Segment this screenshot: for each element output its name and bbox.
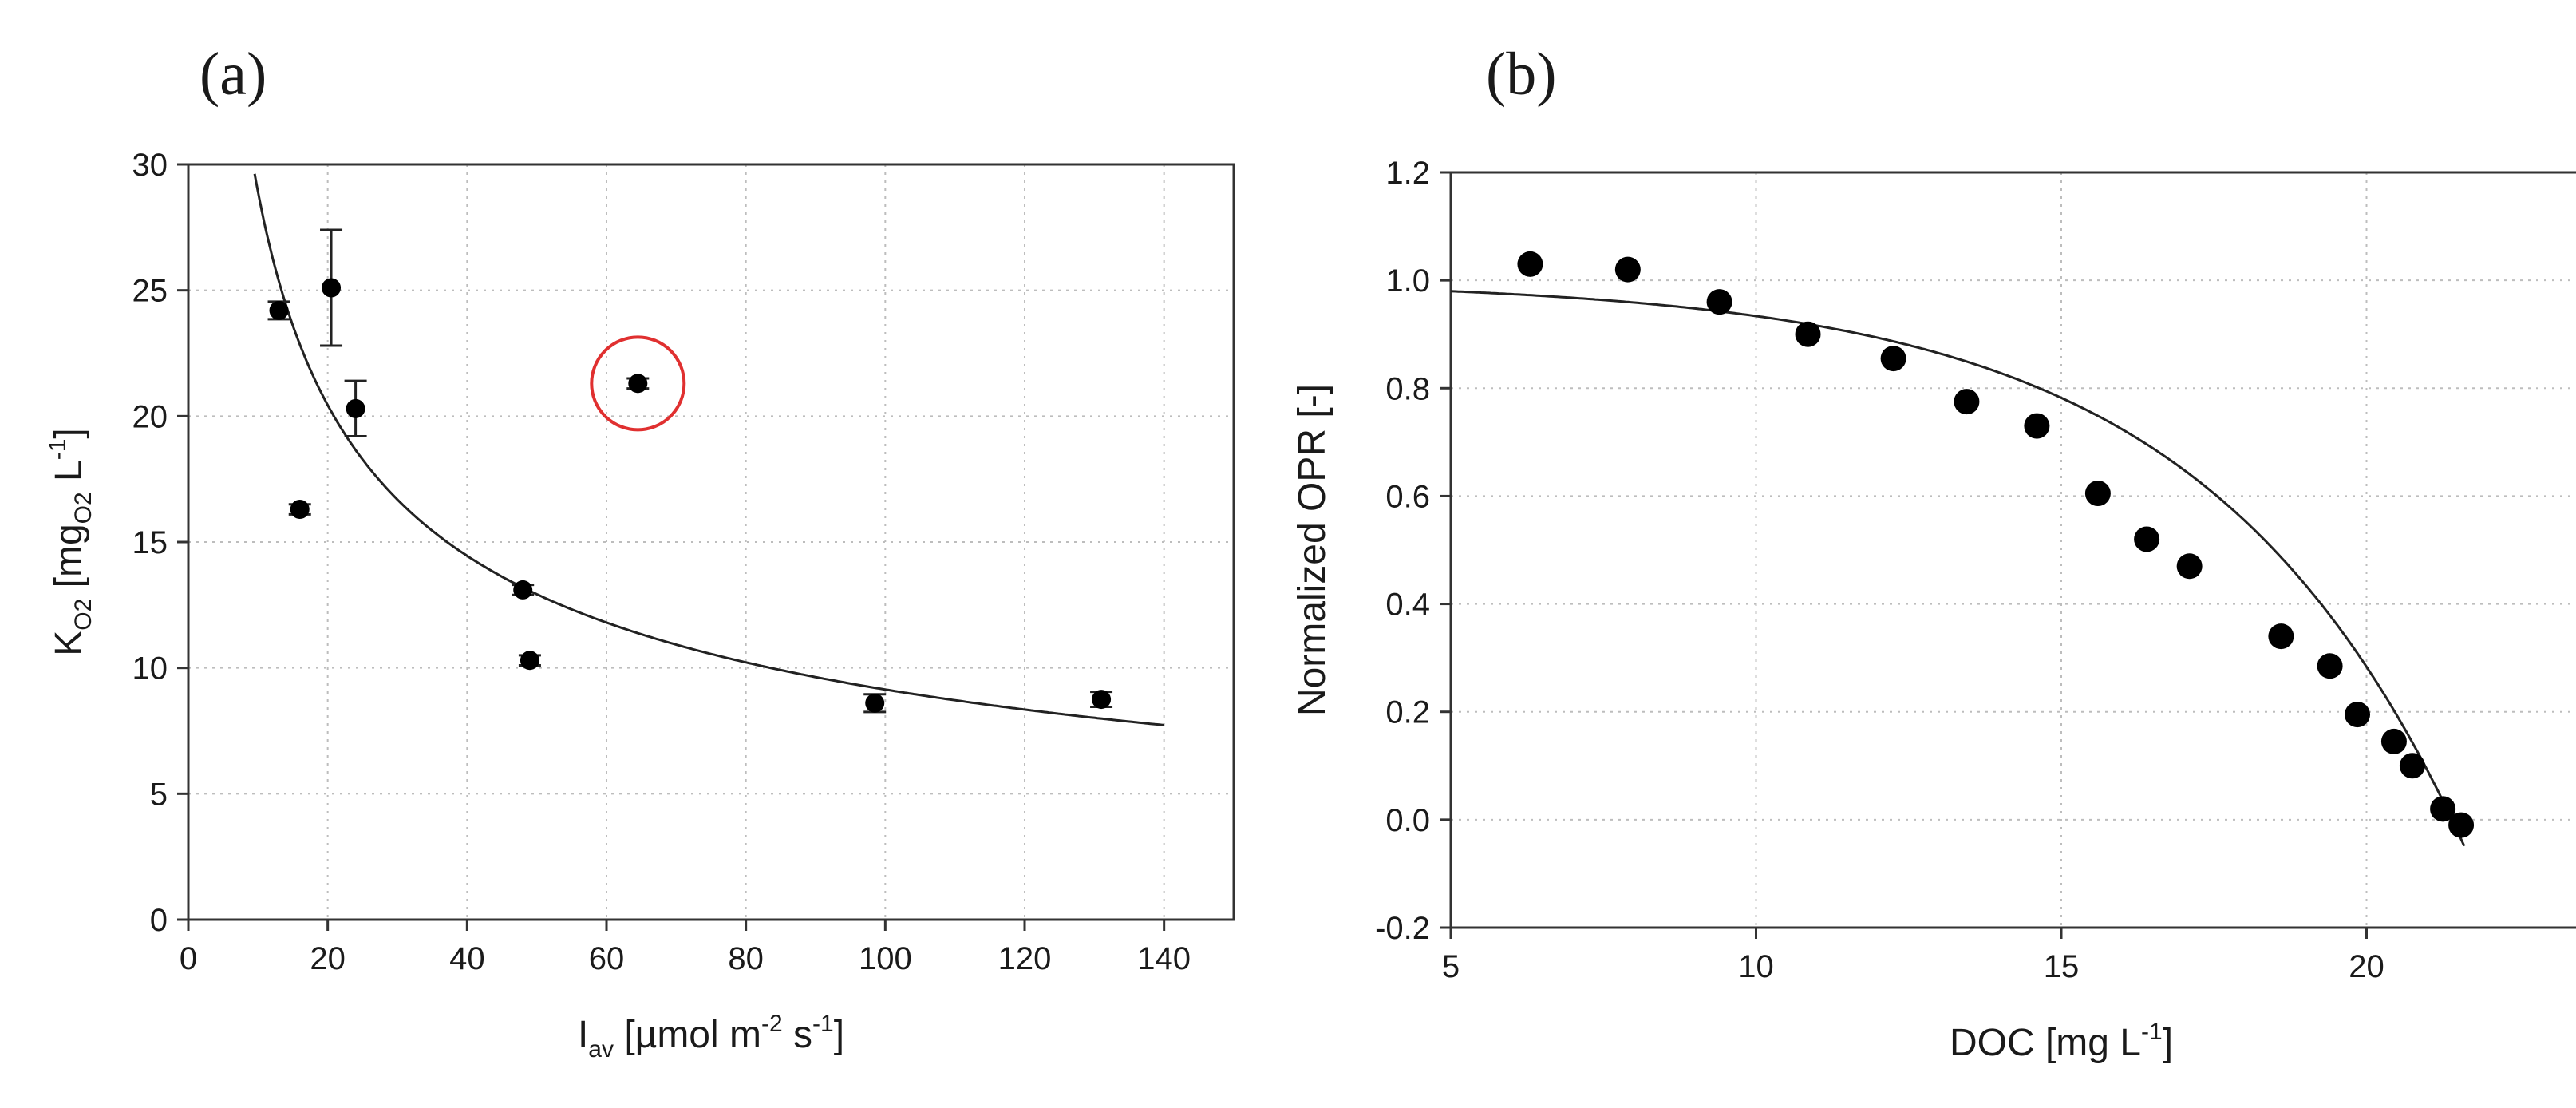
panel-a-x-axis-title: Iav [µmol m-2 s-1] xyxy=(578,1011,844,1062)
y-tick-label: 0.0 xyxy=(1385,803,1430,838)
panel-b-plot-frame xyxy=(1449,171,2576,929)
y-tick-label: 25 xyxy=(132,274,168,309)
y-tick-label: 10 xyxy=(132,651,168,687)
x-tick-label: 120 xyxy=(998,941,1052,976)
panel-a-plot-frame xyxy=(187,163,1235,921)
panel-a-ticks: 0 20 40 60 80 100 120 140 0 5 10 15 20 25 30 xyxy=(132,148,1191,976)
x-tick-label: 20 xyxy=(2349,949,2384,984)
panel-b-grid xyxy=(1451,172,2576,928)
data-point xyxy=(2317,653,2343,679)
y-tick-label: 0.2 xyxy=(1385,695,1430,730)
y-tick-label: 20 xyxy=(132,399,168,434)
data-point xyxy=(1880,346,1906,372)
data-point xyxy=(269,300,289,320)
panel-a-fit-curve xyxy=(253,173,1164,726)
y-tick-label: 0.6 xyxy=(1385,479,1430,514)
x-tick-label: 140 xyxy=(1137,941,1191,976)
y-tick-label: 30 xyxy=(132,148,168,183)
data-point xyxy=(1517,251,1543,277)
data-point xyxy=(2024,413,2050,439)
panel-b-points xyxy=(1517,251,2475,838)
data-point xyxy=(520,651,539,671)
data-point xyxy=(865,693,885,713)
panel-b-y-axis-title: Normalized OPR [-] xyxy=(1291,384,1333,716)
data-point xyxy=(322,278,342,298)
data-point xyxy=(2448,812,2475,838)
panel-b-fit-curve xyxy=(1450,290,2466,847)
data-point xyxy=(2345,702,2371,728)
data-point xyxy=(2268,623,2294,650)
panel-b-label: (b) xyxy=(1486,41,1557,108)
highlight-circle xyxy=(590,335,686,432)
panel-a: (a) 0 20 40 60 80 100 120 140 0 5 10 15 20 25 30 Iav [… xyxy=(45,41,1235,1062)
data-point xyxy=(1954,389,1980,415)
data-point xyxy=(2380,728,2407,754)
x-tick-label: 0 xyxy=(180,941,197,976)
data-point xyxy=(2176,553,2203,580)
y-tick-label: 0 xyxy=(150,903,168,938)
x-tick-label: 100 xyxy=(859,941,912,976)
data-point xyxy=(290,500,310,520)
x-tick-label: 10 xyxy=(1738,949,1774,984)
panel-a-y-axis-title: KO2 [mgO2 L-1] xyxy=(45,428,97,656)
data-point xyxy=(1706,289,1732,315)
data-point xyxy=(1614,256,1641,283)
panel-b-x-axis-title: DOC [mg L-1] xyxy=(1950,1019,2173,1064)
x-tick-label: 5 xyxy=(1442,949,1460,984)
data-point xyxy=(2399,753,2425,779)
data-point xyxy=(1092,690,1112,710)
data-point xyxy=(346,398,365,418)
data-point xyxy=(2134,526,2160,552)
data-point xyxy=(513,580,533,600)
x-tick-label: 60 xyxy=(589,941,625,976)
y-tick-label: 15 xyxy=(132,525,168,560)
panel-a-points xyxy=(267,228,1113,714)
y-tick-label: -0.2 xyxy=(1375,911,1430,946)
x-tick-label: 15 xyxy=(2044,949,2080,984)
panel-a-label: (a) xyxy=(200,41,267,108)
y-tick-label: 1.2 xyxy=(1385,156,1430,191)
y-tick-label: 1.0 xyxy=(1385,263,1430,299)
data-point xyxy=(1795,321,1821,347)
panel-a-grid xyxy=(188,164,1234,920)
x-tick-label: 40 xyxy=(449,941,485,976)
x-tick-label: 20 xyxy=(310,941,346,976)
y-tick-label: 0.8 xyxy=(1385,371,1430,406)
y-tick-label: 5 xyxy=(150,777,168,812)
y-tick-label: 0.4 xyxy=(1385,588,1430,623)
data-point xyxy=(2430,796,2456,822)
data-point xyxy=(2084,481,2111,507)
data-point xyxy=(628,374,648,394)
x-tick-label: 80 xyxy=(728,941,764,976)
